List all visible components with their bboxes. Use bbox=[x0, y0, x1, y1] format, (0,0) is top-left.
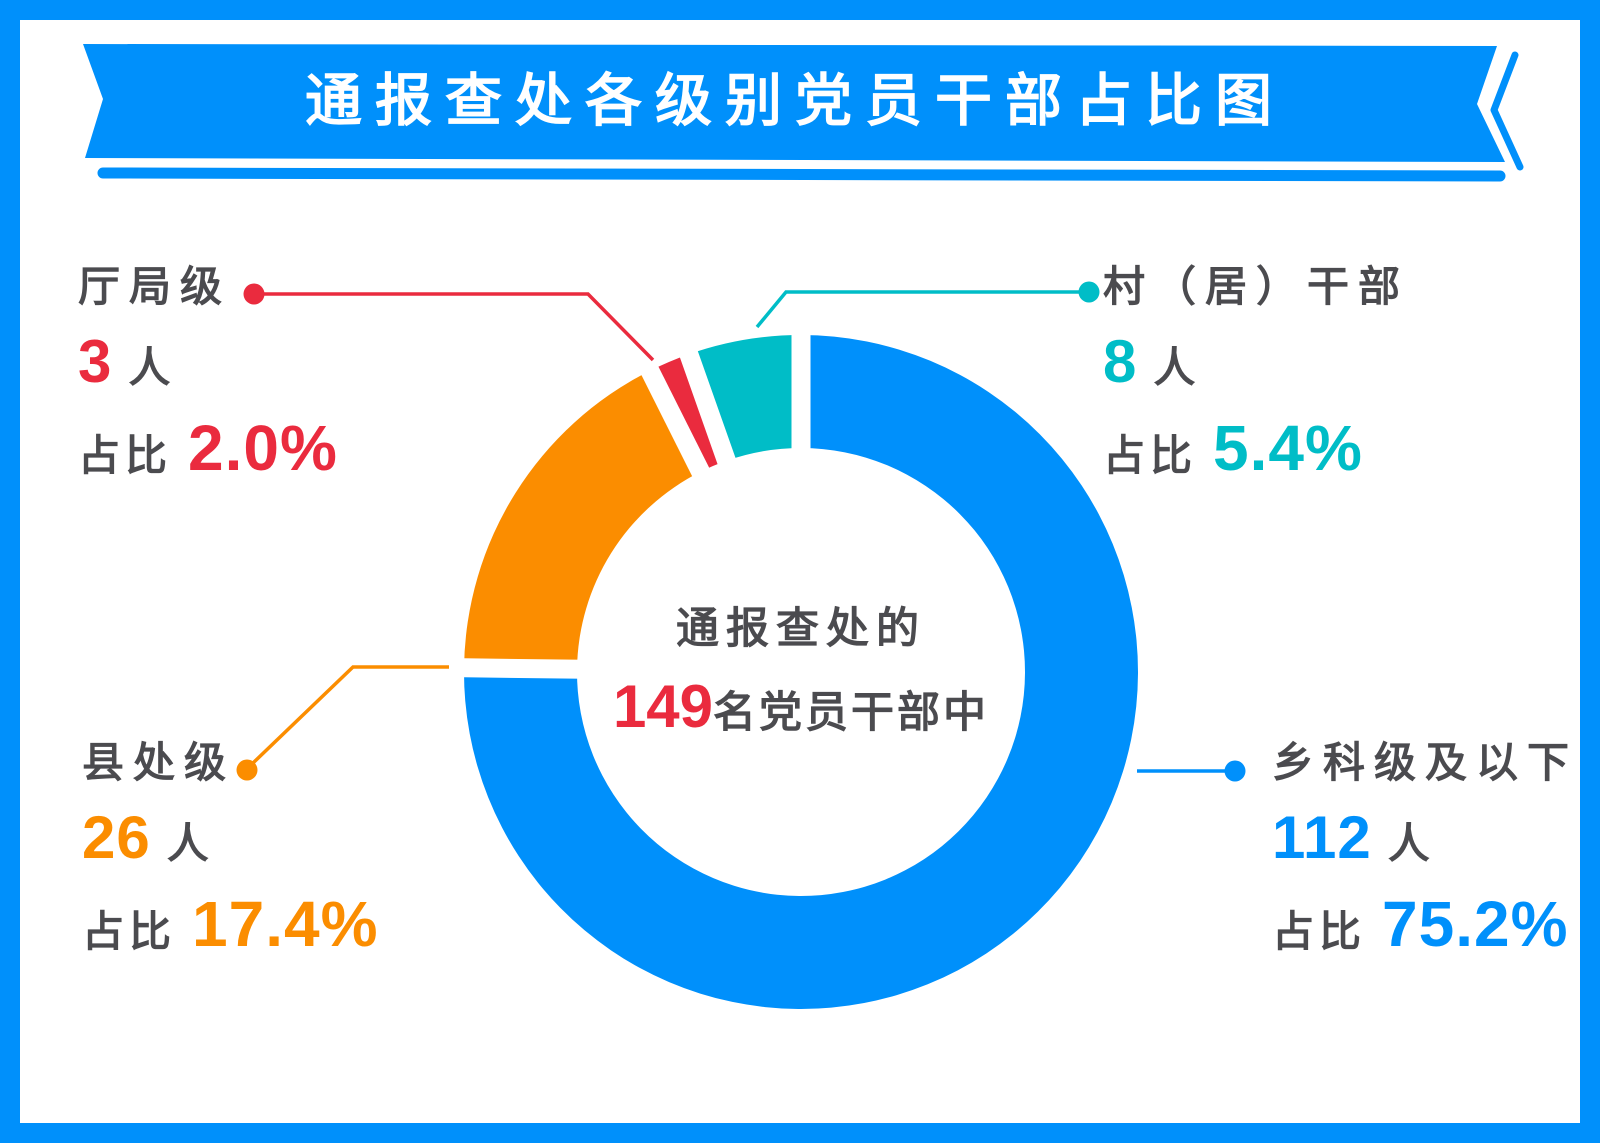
leader-line-red bbox=[264, 292, 655, 362]
page-title: 通报查处各级别党员干部占比图 bbox=[305, 69, 1285, 133]
callout-count-row: 26 人 bbox=[82, 808, 378, 868]
title-ribbon bbox=[83, 44, 1524, 182]
donut-segment-2 bbox=[649, 354, 727, 472]
leader-dot-orange bbox=[236, 759, 258, 781]
leader-dot-red bbox=[243, 283, 265, 305]
share-label: 占比 bbox=[1272, 908, 1367, 955]
leader-dot-blue bbox=[1224, 760, 1246, 782]
callout-percent: 17.4% bbox=[192, 888, 379, 960]
callout-count: 8 bbox=[1103, 328, 1138, 395]
callout-dept-bureau-level: 厅局级 3 人 占比 2.0% bbox=[78, 263, 338, 481]
callout-count: 112 bbox=[1272, 804, 1372, 871]
callout-village-cadres: 村（居）干部 8 人 占比 5.4% bbox=[1103, 263, 1410, 481]
callout-count-row: 112 人 bbox=[1272, 808, 1578, 868]
ribbon-end-chevron bbox=[1490, 51, 1524, 171]
leader-line-orange bbox=[251, 665, 449, 765]
callout-count-row: 3 人 bbox=[78, 332, 338, 392]
share-label: 占比 bbox=[78, 432, 173, 479]
callout-count: 3 bbox=[78, 328, 113, 395]
callout-county-division-level: 县处级 26 人 占比 17.4% bbox=[82, 739, 378, 957]
callout-share-row: 占比 17.4% bbox=[82, 892, 378, 956]
callout-name: 县处级 bbox=[82, 739, 236, 786]
donut-segment-1 bbox=[464, 370, 701, 670]
callout-name: 村（居）干部 bbox=[1103, 263, 1410, 310]
callout-name: 乡科级及以下 bbox=[1272, 739, 1579, 786]
donut-center-text: 通报查处的 149 名党员干部中 bbox=[601, 572, 1001, 772]
donut-segment-0 bbox=[464, 335, 1139, 1010]
donut-separator-1 bbox=[436, 657, 606, 680]
center-line1: 通报查处的 bbox=[676, 604, 926, 653]
leader-dot-teal bbox=[1078, 281, 1100, 303]
center-total-count: 149 bbox=[612, 672, 714, 740]
callout-name: 厅局级 bbox=[78, 263, 232, 310]
people-unit: 人 bbox=[1387, 820, 1430, 867]
leader-line-teal bbox=[755, 290, 1082, 329]
callout-share-row: 占比 2.0% bbox=[78, 416, 338, 480]
callout-percent: 75.2% bbox=[1382, 888, 1569, 960]
ribbon-shadow-line bbox=[97, 167, 1506, 182]
people-unit: 人 bbox=[1153, 344, 1196, 391]
callout-share-row: 占比 5.4% bbox=[1103, 416, 1409, 480]
people-unit: 人 bbox=[128, 344, 171, 391]
ribbon-body bbox=[83, 44, 1505, 162]
people-unit: 人 bbox=[166, 820, 209, 867]
callout-percent: 2.0% bbox=[188, 412, 338, 484]
donut-chart bbox=[436, 308, 1139, 1010]
share-label: 占比 bbox=[82, 908, 177, 955]
callout-share-row: 占比 75.2% bbox=[1272, 892, 1578, 956]
callout-township-section-level: 乡科级及以下 112 人 占比 75.2% bbox=[1272, 739, 1579, 957]
callout-count: 26 bbox=[82, 804, 151, 871]
callout-percent: 5.4% bbox=[1213, 412, 1363, 484]
leader-lines bbox=[236, 281, 1246, 782]
donut-separator-2 bbox=[629, 342, 722, 502]
callout-count-row: 8 人 bbox=[1103, 332, 1409, 392]
center-line2: 149 名党员干部中 bbox=[612, 672, 990, 740]
share-label: 占比 bbox=[1103, 432, 1198, 479]
donut-separator-3 bbox=[670, 325, 745, 491]
center-line2-suffix: 名党员干部中 bbox=[713, 688, 990, 737]
